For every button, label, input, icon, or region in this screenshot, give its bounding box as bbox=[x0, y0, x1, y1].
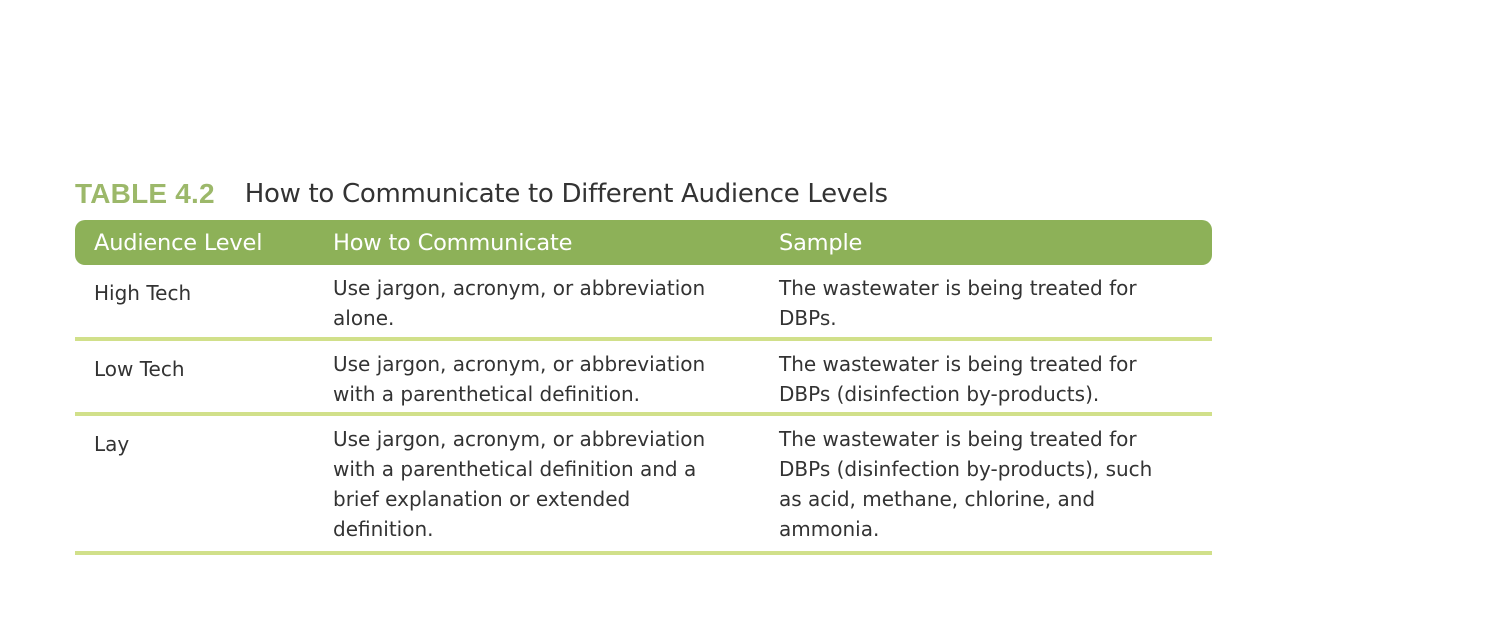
column-header-audience-level: Audience Level bbox=[94, 230, 263, 256]
sample-cell: The wastewater is being treated for DBPs… bbox=[779, 349, 1137, 409]
cell-line: as acid, methane, chlorine, and bbox=[779, 487, 1096, 511]
cell-line: DBPs (disinfection by-products), such bbox=[779, 457, 1153, 481]
cell-line: Use jargon, acronym, or abbreviation bbox=[333, 352, 706, 376]
cell-line: The wastewater is being treated for bbox=[779, 276, 1137, 300]
sample-cell: The wastewater is being treated for DBPs… bbox=[779, 424, 1152, 544]
cell-line: alone. bbox=[333, 306, 395, 330]
how-to-communicate-cell: Use jargon, acronym, or abbreviation alo… bbox=[333, 273, 705, 333]
table-row-lay: Lay Use jargon, acronym, or abbreviation… bbox=[75, 416, 1212, 555]
audience-level-cell: Lay bbox=[94, 432, 130, 456]
cell-line: The wastewater is being treated for bbox=[779, 352, 1137, 376]
cell-line: ammonia. bbox=[779, 517, 880, 541]
cell-line: definition. bbox=[333, 517, 434, 541]
cell-line: with a parenthetical definition. bbox=[333, 382, 641, 406]
audience-level-cell: Low Tech bbox=[94, 357, 185, 381]
table-row-low-tech: Low Tech Use jargon, acronym, or abbrevi… bbox=[75, 341, 1212, 416]
cell-line: The wastewater is being treated for bbox=[779, 427, 1137, 451]
table-title: How to Communicate to Different Audience… bbox=[244, 179, 888, 209]
cell-line: DBPs. bbox=[779, 306, 837, 330]
table-number: TABLE 4.2 bbox=[75, 178, 215, 209]
column-header-how-to-communicate: How to Communicate bbox=[333, 230, 573, 256]
cell-line: DBPs (disinfection by-products). bbox=[779, 382, 1100, 406]
cell-line: Use jargon, acronym, or abbreviation bbox=[333, 276, 706, 300]
column-header-sample: Sample bbox=[779, 230, 863, 256]
table-row-high-tech: High Tech Use jargon, acronym, or abbrev… bbox=[75, 265, 1212, 341]
audience-levels-table: TABLE 4.2 How to Communicate to Differen… bbox=[75, 176, 1212, 555]
sample-cell: The wastewater is being treated for DBPs… bbox=[779, 273, 1137, 333]
how-to-communicate-cell: Use jargon, acronym, or abbreviation wit… bbox=[333, 349, 705, 409]
how-to-communicate-cell: Use jargon, acronym, or abbreviation wit… bbox=[333, 424, 705, 544]
cell-line: with a parenthetical definition and a bbox=[333, 457, 697, 481]
cell-line: Use jargon, acronym, or abbreviation bbox=[333, 427, 706, 451]
audience-level-cell: High Tech bbox=[94, 281, 192, 305]
cell-line: brief explanation or extended bbox=[333, 487, 631, 511]
table-header-row: Audience Level How to Communicate Sample bbox=[75, 220, 1212, 265]
table-caption: TABLE 4.2 How to Communicate to Differen… bbox=[75, 176, 1212, 212]
